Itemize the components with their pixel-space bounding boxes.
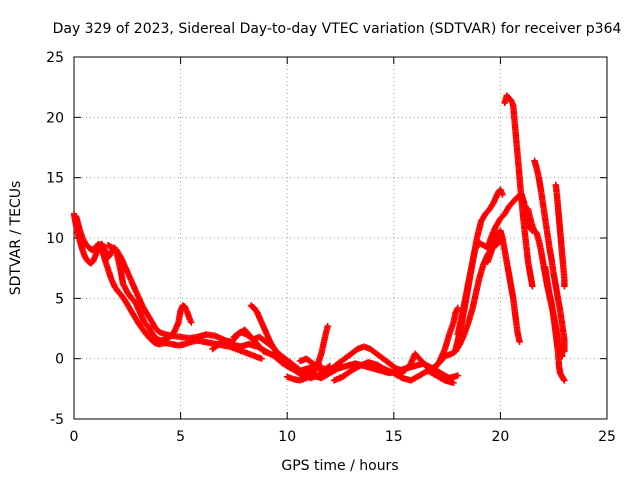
data-point xyxy=(324,322,331,330)
x-tick-label: 5 xyxy=(176,429,185,445)
x-tick-label: 25 xyxy=(598,429,616,445)
y-tick-label: 20 xyxy=(46,110,64,126)
y-axis-label: SDTVAR / TECUs xyxy=(8,181,24,296)
data-point xyxy=(258,355,265,362)
data-point xyxy=(454,372,461,379)
axis-ticks xyxy=(73,56,608,420)
series-s20 xyxy=(542,263,568,384)
y-tick-label: 10 xyxy=(46,231,64,247)
data-point xyxy=(560,376,567,383)
x-tick-label: 0 xyxy=(70,429,79,445)
series-s18 xyxy=(531,157,568,355)
series-s15 xyxy=(484,227,523,345)
y-tick-label: -5 xyxy=(50,412,64,428)
x-tick-label: 10 xyxy=(278,429,296,445)
data-point xyxy=(561,377,568,384)
y-tick-label: 0 xyxy=(55,352,64,368)
series-s1 xyxy=(70,210,195,344)
data-point xyxy=(450,379,457,386)
data-point xyxy=(454,304,461,312)
chart-title: Day 329 of 2023, Sidereal Day-to-day VTE… xyxy=(53,21,622,37)
data-point xyxy=(529,283,536,290)
x-tick-label: 20 xyxy=(491,429,509,445)
series-s11 xyxy=(394,304,461,379)
x-tick-label: 15 xyxy=(385,429,403,445)
data-point xyxy=(561,348,568,355)
y-tick-label: 15 xyxy=(46,171,64,187)
data-point xyxy=(516,338,523,345)
data-point xyxy=(499,191,506,198)
series-s16 xyxy=(501,92,536,290)
x-axis-label: GPS time / hours xyxy=(281,458,398,474)
x-tick-labels: 0 5 10 15 20 25 xyxy=(70,429,616,445)
y-tick-labels: -5 0 5 10 15 20 25 xyxy=(46,50,64,428)
series-s19 xyxy=(552,181,568,290)
data-points xyxy=(70,92,568,386)
data-point xyxy=(561,283,568,290)
y-tick-label: 25 xyxy=(46,50,64,66)
data-point xyxy=(188,319,195,326)
y-tick-label: 5 xyxy=(55,291,64,307)
